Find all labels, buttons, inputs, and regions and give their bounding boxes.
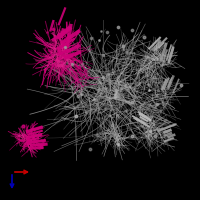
Point (114, 90, 118, 94)
Point (130, 101, 133, 104)
Point (42, 139, 45, 142)
Point (117, 25, 120, 28)
Point (116, 114, 119, 117)
Point (19, 138, 22, 141)
Point (77, 94, 80, 97)
Point (128, 101, 132, 105)
Point (116, 142, 119, 145)
Point (60, 51, 63, 54)
Point (39, 145, 42, 148)
Point (47, 48, 50, 52)
Point (152, 75, 155, 79)
Point (123, 84, 127, 87)
Point (115, 89, 118, 92)
Point (148, 129, 151, 132)
Point (62, 54, 65, 57)
Point (105, 75, 108, 78)
Point (149, 116, 153, 119)
Point (157, 40, 160, 43)
Point (106, 72, 109, 75)
Point (113, 95, 116, 98)
Point (113, 93, 117, 96)
Point (139, 106, 142, 109)
Point (27, 138, 30, 141)
Point (58, 32, 61, 36)
Point (96, 89, 100, 92)
Point (147, 89, 150, 92)
Point (101, 53, 105, 56)
Point (26, 138, 30, 142)
Point (110, 67, 113, 70)
Point (52, 27, 55, 30)
Point (45, 30, 49, 33)
Point (122, 44, 125, 47)
Point (74, 114, 78, 117)
Point (22, 141, 25, 144)
Point (77, 65, 81, 68)
Point (143, 35, 146, 38)
Point (111, 124, 114, 127)
Point (70, 53, 73, 57)
Point (153, 135, 157, 138)
Point (57, 49, 60, 52)
Point (28, 136, 31, 139)
Point (120, 87, 123, 90)
Point (179, 83, 183, 87)
Point (152, 57, 156, 60)
Point (57, 56, 60, 59)
Point (163, 119, 167, 122)
Point (92, 97, 95, 100)
Point (146, 83, 149, 86)
Point (85, 110, 88, 113)
Point (155, 103, 158, 106)
Point (79, 90, 82, 93)
Point (70, 63, 74, 66)
Point (80, 92, 83, 96)
Point (90, 36, 93, 40)
Point (106, 30, 109, 33)
Point (101, 75, 105, 79)
Point (23, 134, 27, 137)
Point (88, 147, 92, 150)
Point (95, 133, 99, 136)
Point (97, 38, 100, 41)
Point (21, 124, 24, 127)
Point (104, 106, 107, 109)
Point (121, 48, 124, 51)
Point (59, 55, 63, 58)
Point (66, 39, 70, 42)
Point (157, 89, 160, 92)
Point (104, 87, 107, 90)
Point (98, 92, 101, 95)
Point (125, 110, 128, 113)
Point (63, 45, 66, 48)
Point (114, 93, 117, 96)
Point (130, 134, 133, 138)
Point (49, 59, 52, 62)
Point (100, 29, 103, 32)
Point (133, 115, 136, 119)
Point (50, 43, 54, 46)
Point (131, 28, 134, 32)
Point (81, 63, 84, 66)
Point (113, 96, 116, 99)
Point (115, 95, 118, 98)
Point (57, 48, 60, 51)
Point (25, 136, 29, 139)
Point (144, 130, 147, 133)
